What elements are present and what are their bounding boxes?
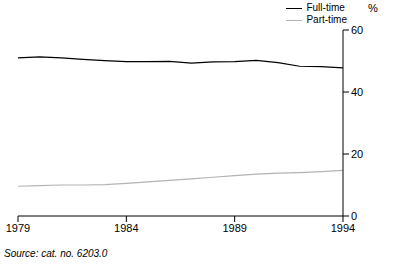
- html-text:Part-time: Part-time: [306, 14, 347, 25]
- svg-text:1989: 1989: [222, 222, 246, 234]
- svg-text:0: 0: [351, 210, 357, 222]
- svg-text:1984: 1984: [114, 222, 138, 234]
- svg-text:40: 40: [351, 86, 363, 98]
- html-text:Source: cat. no. 6203.0: Source: cat. no. 6203.0: [4, 248, 108, 259]
- svg-text:1994: 1994: [331, 222, 355, 234]
- svg-text:1979: 1979: [8, 222, 30, 234]
- html-text:Full-time: Full-time: [306, 2, 345, 13]
- svg-text:20: 20: [351, 148, 363, 160]
- svg-text:60: 60: [351, 24, 363, 36]
